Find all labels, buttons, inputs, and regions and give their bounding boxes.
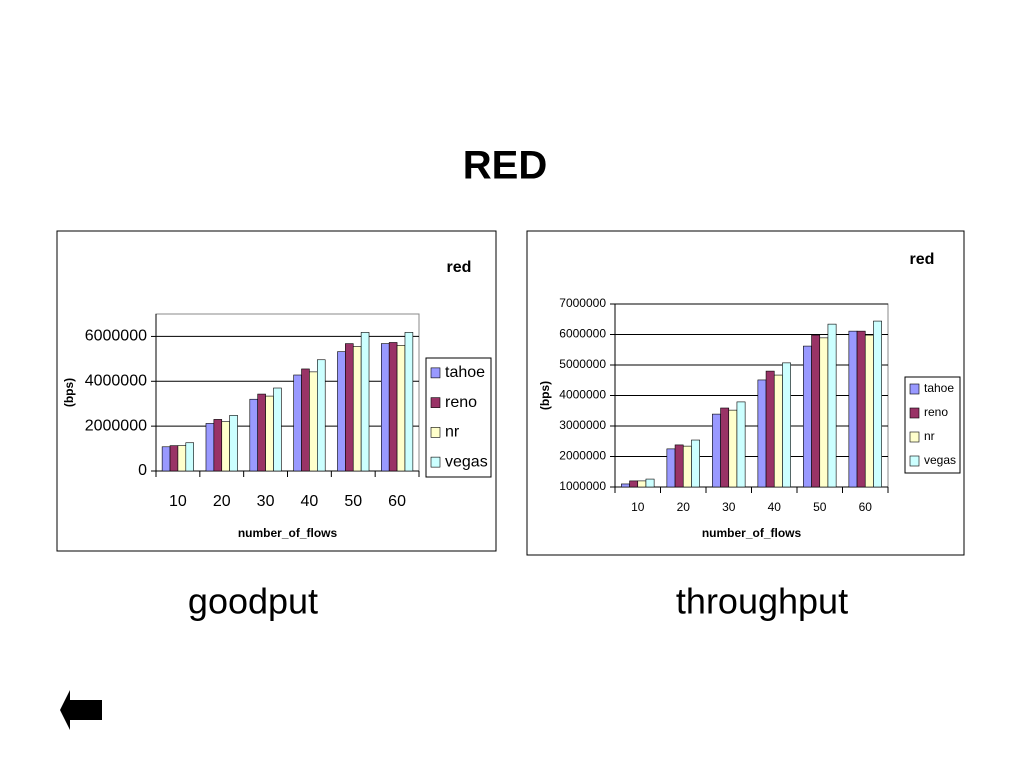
bar bbox=[337, 351, 346, 472]
bar bbox=[757, 379, 767, 488]
bar bbox=[257, 393, 266, 472]
bar bbox=[396, 345, 406, 472]
bar bbox=[317, 359, 326, 472]
legend-swatch bbox=[909, 455, 920, 467]
x-tick-label: 50 bbox=[813, 500, 827, 514]
x-tick-label: 10 bbox=[631, 500, 645, 514]
x-tick-label: 20 bbox=[677, 500, 691, 514]
x-tick-label: 50 bbox=[344, 493, 362, 510]
y-tick-label: 6000000 bbox=[85, 328, 147, 345]
bar bbox=[856, 330, 866, 488]
bar bbox=[691, 439, 700, 488]
legend-swatch bbox=[909, 383, 920, 395]
bar bbox=[161, 446, 171, 472]
y-axis-label: (bps) bbox=[538, 381, 552, 410]
x-tick-label: 20 bbox=[213, 493, 231, 510]
chart-title: red bbox=[910, 251, 935, 268]
bar bbox=[205, 423, 215, 472]
bar bbox=[645, 478, 655, 488]
bar bbox=[674, 444, 684, 488]
bar bbox=[213, 419, 223, 472]
legend-label: tahoe bbox=[924, 381, 954, 395]
bar bbox=[728, 409, 738, 488]
bar bbox=[273, 387, 282, 472]
x-tick-label: 60 bbox=[388, 493, 406, 510]
x-tick-label: 40 bbox=[768, 500, 782, 514]
bar bbox=[629, 480, 639, 488]
bar bbox=[803, 345, 812, 488]
bar bbox=[229, 415, 238, 472]
y-tick-label: 2000000 bbox=[85, 417, 147, 434]
x-tick-label: 40 bbox=[301, 493, 319, 510]
legend-label: vegas bbox=[924, 453, 956, 467]
x-tick-label: 30 bbox=[722, 500, 736, 514]
bar bbox=[404, 332, 414, 472]
y-tick-label: 4000000 bbox=[85, 373, 147, 390]
legend-swatch bbox=[909, 407, 920, 419]
chart-frame bbox=[526, 230, 965, 556]
x-tick-label: 60 bbox=[859, 500, 873, 514]
bar bbox=[345, 343, 354, 472]
legend-swatch bbox=[909, 431, 920, 443]
bar bbox=[666, 448, 676, 488]
y-tick-label: 1000000 bbox=[559, 479, 606, 493]
caption: goodput bbox=[188, 581, 318, 622]
bar bbox=[301, 368, 310, 472]
bar bbox=[811, 334, 821, 488]
back-arrow[interactable] bbox=[60, 690, 102, 730]
bar bbox=[249, 398, 258, 472]
bar bbox=[819, 337, 829, 488]
legend-label: tahoe bbox=[445, 364, 485, 381]
legend-swatch bbox=[430, 427, 441, 438]
bar bbox=[388, 342, 398, 472]
bar bbox=[352, 346, 362, 472]
bar bbox=[177, 445, 187, 472]
y-axis-label: (bps) bbox=[62, 378, 76, 407]
bar bbox=[221, 421, 230, 472]
legend-label: nr bbox=[924, 429, 935, 443]
legend-swatch bbox=[430, 367, 441, 379]
y-tick-label: 4000000 bbox=[559, 388, 606, 402]
legend-label: reno bbox=[445, 394, 477, 411]
bar bbox=[309, 371, 318, 472]
y-tick-label: 5000000 bbox=[559, 357, 606, 371]
bar bbox=[712, 413, 721, 488]
x-axis-label: number_of_flows bbox=[702, 526, 802, 540]
caption: throughput bbox=[676, 581, 848, 622]
bar bbox=[848, 330, 858, 488]
y-tick-label: 7000000 bbox=[559, 296, 606, 310]
bar bbox=[360, 332, 370, 472]
bar bbox=[293, 374, 302, 472]
legend-swatch bbox=[430, 456, 441, 468]
bar bbox=[637, 480, 647, 488]
y-tick-label: 0 bbox=[138, 462, 147, 479]
x-tick-label: 10 bbox=[169, 493, 187, 510]
slide-title: RED bbox=[463, 144, 547, 188]
bar bbox=[185, 442, 194, 472]
chart-title: red bbox=[447, 259, 472, 276]
bar bbox=[773, 374, 783, 488]
bar bbox=[265, 395, 274, 472]
bar bbox=[169, 445, 179, 472]
x-axis-label: number_of_flows bbox=[238, 526, 338, 540]
bar bbox=[864, 334, 874, 488]
y-tick-label: 6000000 bbox=[559, 327, 606, 341]
bar bbox=[381, 343, 390, 472]
x-tick-label: 30 bbox=[257, 493, 275, 510]
bar bbox=[720, 407, 730, 488]
legend-label: nr bbox=[445, 424, 460, 441]
legend-label: vegas bbox=[445, 453, 488, 470]
bar bbox=[873, 320, 882, 488]
y-tick-label: 3000000 bbox=[559, 418, 606, 432]
legend-label: reno bbox=[924, 405, 948, 419]
bar bbox=[827, 323, 837, 488]
bar bbox=[621, 483, 630, 488]
legend-swatch bbox=[430, 397, 441, 408]
bar bbox=[782, 362, 791, 488]
bar bbox=[682, 445, 692, 488]
bar bbox=[736, 401, 746, 488]
y-tick-label: 2000000 bbox=[559, 449, 606, 463]
bar bbox=[765, 370, 775, 488]
